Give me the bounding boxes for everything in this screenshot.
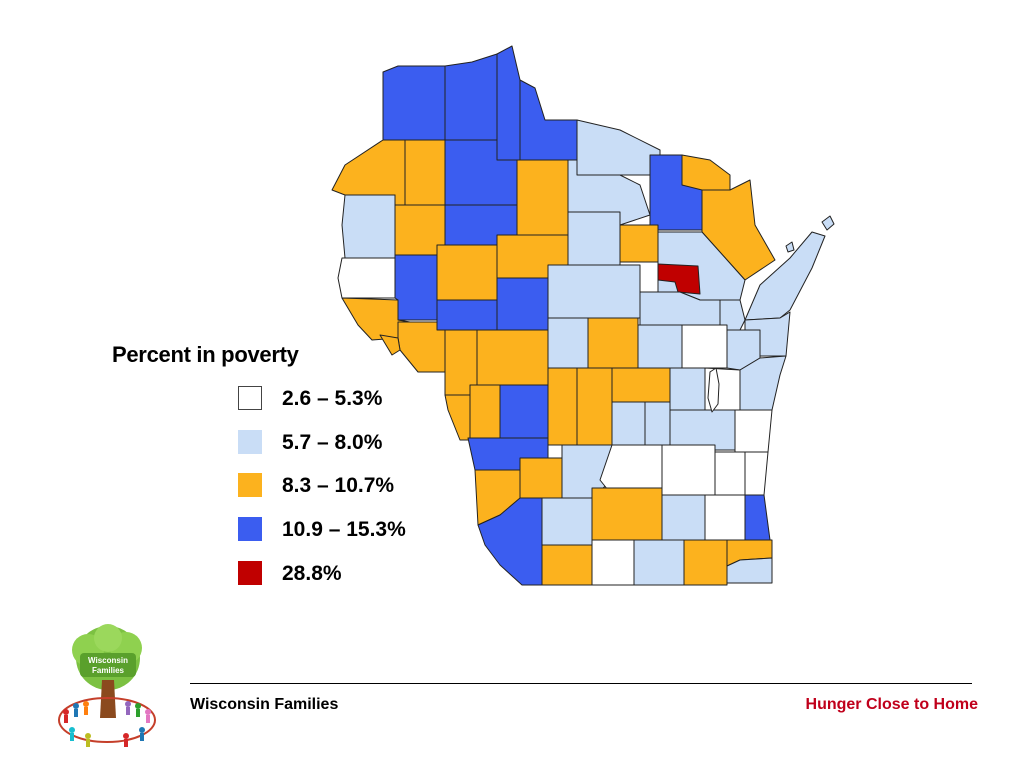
county: [661, 444, 716, 496]
county: [669, 409, 736, 451]
county: [547, 264, 641, 319]
legend-swatch: [238, 473, 262, 497]
county: [547, 367, 578, 446]
county: [591, 487, 663, 541]
county: [337, 257, 396, 299]
county: [633, 539, 685, 586]
lake-winnebago: [707, 367, 720, 413]
footer-presentation-title: Hunger Close to Home: [805, 696, 978, 713]
wisconsin-families-logo: Wisconsin Families: [58, 624, 156, 747]
county: [714, 451, 746, 496]
county: [404, 139, 446, 206]
county: [382, 65, 446, 141]
county: [444, 53, 498, 141]
county: [726, 557, 773, 584]
county: [394, 254, 438, 321]
county: [576, 119, 661, 176]
county: [576, 367, 613, 446]
county: [744, 231, 826, 321]
county: [611, 401, 646, 446]
county: [444, 394, 471, 441]
county: [519, 79, 578, 161]
county: [821, 215, 835, 231]
county: [744, 451, 769, 496]
county: [379, 334, 401, 356]
county: [661, 494, 706, 541]
county: [681, 324, 728, 369]
footer-divider: [190, 683, 972, 684]
county: [469, 384, 501, 439]
footer-organization: Wisconsin Families: [190, 696, 339, 713]
svg-text:Families: Families: [92, 666, 125, 675]
legend-swatch: [238, 430, 262, 454]
county: [567, 211, 621, 266]
people-ring-icon: [63, 701, 151, 747]
county: [591, 539, 635, 586]
county: [785, 241, 795, 253]
county: [744, 494, 771, 541]
county: [341, 194, 396, 259]
county: [516, 159, 569, 236]
legend-label: 2.6 – 5.3%: [282, 387, 383, 410]
county: [681, 154, 731, 191]
county: [587, 317, 639, 369]
county: [436, 299, 498, 331]
county: [519, 457, 563, 499]
county: [541, 544, 593, 586]
legend-swatch: [238, 386, 262, 410]
county: [397, 321, 446, 373]
county: [704, 494, 746, 541]
county: [547, 317, 589, 369]
legend-swatch: [238, 561, 262, 585]
county: [476, 329, 549, 386]
county: [496, 45, 521, 161]
county: [683, 539, 728, 586]
legend-title: Percent in poverty: [112, 342, 299, 367]
svg-text:Wisconsin: Wisconsin: [88, 656, 128, 665]
legend-label: 10.9 – 15.3%: [282, 518, 406, 541]
county: [541, 497, 593, 546]
county: [436, 244, 498, 301]
legend-label: 8.3 – 10.7%: [282, 474, 395, 497]
county: [619, 224, 659, 263]
county: [644, 401, 671, 446]
county: [734, 409, 773, 453]
legend-swatch: [238, 517, 262, 541]
county: [637, 324, 683, 369]
legend-label: 28.8%: [282, 562, 342, 585]
legend-label: 5.7 – 8.0%: [282, 431, 383, 454]
county: [611, 367, 671, 403]
county: [499, 384, 549, 441]
county: [669, 367, 706, 411]
